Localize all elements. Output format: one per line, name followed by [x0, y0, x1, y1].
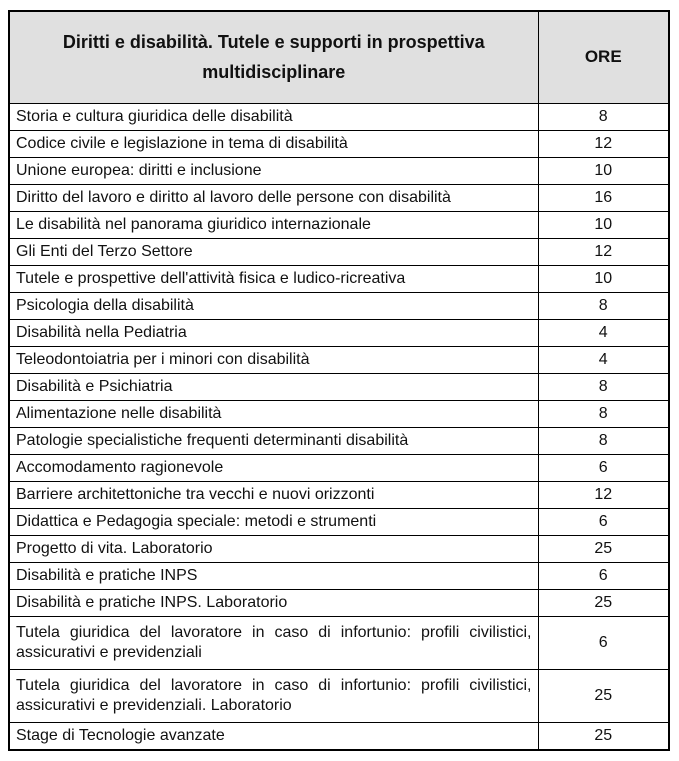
- subject-cell: Gli Enti del Terzo Settore: [8, 237, 539, 266]
- hours-cell: 8: [537, 291, 670, 320]
- table-row: Didattica e Pedagogia speciale: metodi e…: [8, 507, 670, 536]
- subject-cell: Tutele e prospettive dell'attività fisic…: [8, 264, 539, 293]
- subject-cell: Le disabilità nel panorama giuridico int…: [8, 210, 539, 239]
- hours-cell: 25: [537, 721, 670, 750]
- subject-cell: Progetto di vita. Laboratorio: [8, 534, 539, 563]
- hours-cell: 6: [537, 507, 670, 536]
- subject-cell: Didattica e Pedagogia speciale: metodi e…: [8, 507, 539, 536]
- table-row: Alimentazione nelle disabilità 8: [8, 399, 670, 428]
- table-row: Gli Enti del Terzo Settore 12: [8, 237, 670, 266]
- subject-cell: Diritto del lavoro e diritto al lavoro d…: [8, 183, 539, 212]
- subject-cell: Patologie specialistiche frequenti deter…: [8, 426, 539, 455]
- table-row: Codice civile e legislazione in tema di …: [8, 129, 670, 158]
- table-row: Patologie specialistiche frequenti deter…: [8, 426, 670, 455]
- hours-cell: 6: [537, 453, 670, 482]
- hours-cell: 4: [537, 345, 670, 374]
- subject-cell: Disabilità e pratiche INPS: [8, 561, 539, 590]
- subject-cell: Unione europea: diritti e inclusione: [8, 156, 539, 185]
- hours-cell: 6: [537, 561, 670, 590]
- hours-cell: 8: [537, 426, 670, 455]
- hours-cell: 25: [537, 588, 670, 617]
- subject-cell: Barriere architettoniche tra vecchi e nu…: [8, 480, 539, 509]
- table-row: Diritto del lavoro e diritto al lavoro d…: [8, 183, 670, 212]
- table-row: Disabilità e Psichiatria 8: [8, 372, 670, 401]
- table-row: Le disabilità nel panorama giuridico int…: [8, 210, 670, 239]
- subject-cell: Tutela giuridica del lavoratore in caso …: [8, 668, 539, 723]
- table-row: Stage di Tecnologie avanzate 25: [8, 721, 670, 750]
- table-row: Accomodamento ragionevole 6: [8, 453, 670, 482]
- subject-cell: Tutela giuridica del lavoratore in caso …: [8, 615, 539, 670]
- hours-column-header: ORE: [537, 10, 670, 104]
- hours-cell: 10: [537, 210, 670, 239]
- hours-cell: 16: [537, 183, 670, 212]
- table-header-row: Diritti e disabilità. Tutele e supporti …: [8, 10, 670, 104]
- subject-cell: Accomodamento ragionevole: [8, 453, 539, 482]
- subject-cell: Stage di Tecnologie avanzate: [8, 721, 539, 750]
- table-row: Barriere architettoniche tra vecchi e nu…: [8, 480, 670, 509]
- hours-cell: 12: [537, 129, 670, 158]
- table-row: Tutela giuridica del lavoratore in caso …: [8, 668, 670, 723]
- table-title: Diritti e disabilità. Tutele e supporti …: [8, 10, 539, 104]
- hours-cell: 25: [537, 668, 670, 723]
- subject-cell: Disabilità e pratiche INPS. Laboratorio: [8, 588, 539, 617]
- hours-cell: 8: [537, 399, 670, 428]
- subject-cell: Codice civile e legislazione in tema di …: [8, 129, 539, 158]
- table-row: Tutela giuridica del lavoratore in caso …: [8, 615, 670, 670]
- hours-cell: 25: [537, 534, 670, 563]
- course-hours-table: Diritti e disabilità. Tutele e supporti …: [8, 10, 670, 751]
- subject-cell: Disabilità e Psichiatria: [8, 372, 539, 401]
- hours-cell: 12: [537, 480, 670, 509]
- hours-cell: 10: [537, 264, 670, 293]
- table-row: Unione europea: diritti e inclusione 10: [8, 156, 670, 185]
- subject-cell: Disabilità nella Pediatria: [8, 318, 539, 347]
- hours-cell: 10: [537, 156, 670, 185]
- subject-cell: Psicologia della disabilità: [8, 291, 539, 320]
- subject-cell: Teleodontoiatria per i minori con disabi…: [8, 345, 539, 374]
- hours-cell: 6: [537, 615, 670, 670]
- subject-cell: Alimentazione nelle disabilità: [8, 399, 539, 428]
- table-row: Disabilità e pratiche INPS. Laboratorio …: [8, 588, 670, 617]
- table-row: Disabilità nella Pediatria 4: [8, 318, 670, 347]
- table-row: Progetto di vita. Laboratorio 25: [8, 534, 670, 563]
- table-row: Disabilità e pratiche INPS 6: [8, 561, 670, 590]
- hours-cell: 12: [537, 237, 670, 266]
- subject-cell: Storia e cultura giuridica delle disabil…: [8, 102, 539, 131]
- table-row: Teleodontoiatria per i minori con disabi…: [8, 345, 670, 374]
- table-row: Psicologia della disabilità 8: [8, 291, 670, 320]
- hours-cell: 8: [537, 372, 670, 401]
- table-row: Tutele e prospettive dell'attività fisic…: [8, 264, 670, 293]
- hours-cell: 4: [537, 318, 670, 347]
- table-row: Storia e cultura giuridica delle disabil…: [8, 102, 670, 131]
- hours-cell: 8: [537, 102, 670, 131]
